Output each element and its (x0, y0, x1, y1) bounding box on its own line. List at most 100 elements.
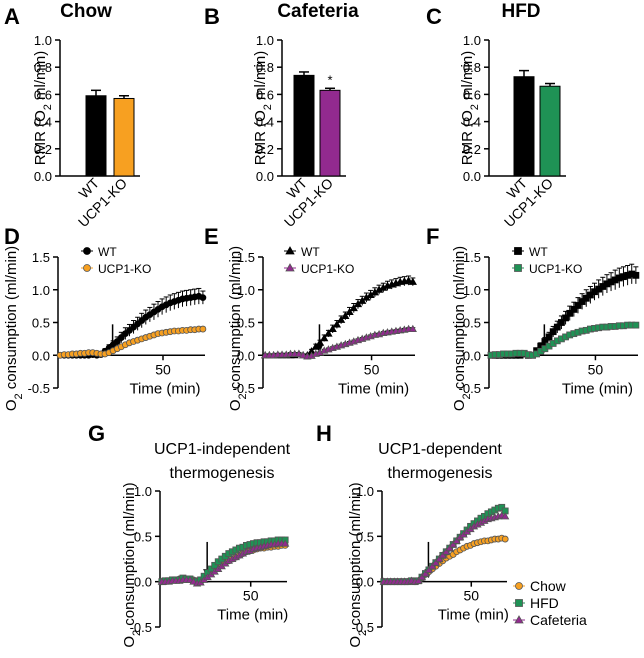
y-tick-label: 0.8 (463, 60, 481, 75)
data-point (574, 302, 582, 309)
data-point (501, 535, 509, 543)
y-axis-label: O2 consumption (ml/min) (227, 246, 249, 411)
y-label-main: O (451, 400, 468, 412)
series-WT (487, 263, 640, 359)
bar-WT (85, 95, 107, 177)
x-tick-label: 50 (364, 361, 380, 377)
data-point (562, 314, 569, 322)
legend-label: UCP1-KO (301, 262, 354, 276)
panel-title: HFD (501, 1, 540, 22)
data-point (553, 323, 561, 331)
panel-title-line2: thermogenesis (388, 465, 493, 482)
y-tick-label: 0.2 (256, 142, 274, 157)
legend-label: Chow (530, 578, 567, 594)
y-tick-label: 1.0 (463, 283, 481, 298)
y-axis-label: RMR (O2 ml/min) (252, 51, 274, 165)
panel-letter-H: H (316, 421, 332, 446)
legend-marker (83, 247, 91, 255)
data-point (281, 539, 290, 547)
data-point (566, 309, 574, 317)
y-tick-label: 0.0 (34, 169, 52, 184)
x-axis-label: Time (min) (562, 380, 633, 397)
line-panel-D: D -0.5 0.0 0.5 1.0 1.5 50 Time (min) O2 consumpt… (3, 224, 207, 411)
series-WT (56, 287, 207, 359)
data-point (452, 536, 461, 544)
data-point (431, 558, 440, 566)
x-tick-label: 50 (155, 361, 171, 377)
y-label-main: O (121, 636, 138, 648)
y-tick-label: 0.8 (256, 60, 274, 75)
category-label: UCP1-KO (501, 175, 556, 230)
y-tick-label: 0.0 (463, 348, 481, 363)
y-tick-label: 0.4 (256, 115, 274, 130)
y-tick-label: 1.0 (32, 283, 50, 298)
bar-panel-B: B Cafeteria0.00.20.40.60.81.0WT*UCP1-KORM… (204, 1, 359, 230)
y-label-end: ml/min) (32, 51, 49, 104)
data-point (442, 547, 451, 555)
panel-title-line1: UCP1-independent (154, 441, 291, 458)
y-tick-label: 0.6 (34, 87, 52, 102)
y-label-subscript: 2 (357, 630, 369, 636)
x-tick-label: 50 (243, 588, 259, 604)
y-axis-label: RMR (O2 ml/min) (32, 51, 54, 165)
legend-label: UCP1-KO (98, 262, 151, 276)
y-tick-label: 0.5 (463, 316, 481, 331)
data-point (498, 503, 506, 511)
x-axis-label: Time (min) (129, 380, 200, 397)
data-point (501, 512, 510, 520)
data-point (199, 325, 207, 333)
data-point (428, 561, 437, 570)
line-panel-H: H UCP1-dependent thermogenesis -0.5 0.0 0.5 1.… (316, 421, 587, 648)
x-tick-label: 50 (463, 588, 479, 604)
data-point (117, 334, 125, 341)
y-label-main: O (347, 636, 364, 648)
series-HFD (380, 503, 509, 586)
y-label-end: consumption (ml/min) (227, 246, 244, 394)
data-point (421, 569, 430, 577)
y-axis-label: O2 consumption (ml/min) (3, 246, 25, 411)
data-point (311, 342, 320, 350)
y-tick-label: -0.5 (352, 620, 374, 635)
y-label-main: O (227, 400, 244, 412)
data-point (349, 303, 358, 312)
panel-letter-G: G (88, 421, 105, 446)
x-axis-label: Time (min) (338, 380, 409, 397)
y-axis-label: O2 consumption (ml/min) (451, 246, 473, 411)
legend-marker (515, 599, 523, 607)
panel-title: Chow (60, 1, 112, 22)
y-label-subscript: 2 (262, 104, 274, 110)
data-point (632, 321, 640, 329)
y-label-main: RMR (O (32, 110, 49, 165)
y-tick-label: 0.8 (34, 60, 52, 75)
y-tick-label: 0.0 (256, 169, 274, 184)
y-tick-label: 0.0 (32, 348, 50, 363)
data-point (438, 551, 447, 559)
data-point (328, 324, 337, 333)
y-tick-label: 0.0 (356, 575, 374, 590)
significance-marker: * (327, 72, 332, 87)
category-label: UCP1-KO (281, 175, 336, 230)
y-tick-label: 1.0 (463, 33, 481, 48)
data-point (414, 576, 423, 584)
y-tick-label: 0.4 (463, 115, 481, 130)
y-tick-label: 0.5 (134, 529, 152, 544)
line-panel-F: F -0.5 0.0 0.5 1.0 1.5 50 Time (min) O2 consumpt… (426, 224, 640, 411)
y-axis-label: RMR (O2 ml/min) (459, 51, 481, 165)
data-point (341, 311, 350, 319)
series-Cafeteria (157, 539, 290, 587)
series-UCP1-KO (56, 325, 207, 359)
panel-letter-F: F (426, 224, 439, 249)
data-point (320, 333, 329, 342)
panel-letter-A: A (4, 4, 20, 29)
legend: WT UCP1-KO (284, 245, 354, 276)
data-point (417, 572, 427, 581)
data-point (199, 294, 207, 302)
y-tick-label: 1.0 (256, 33, 274, 48)
y-label-subscript: 2 (461, 393, 473, 399)
data-point (408, 324, 417, 333)
y-tick-label: 0.6 (463, 87, 481, 102)
y-label-main: RMR (O (252, 110, 269, 165)
y-tick-label: 0.4 (34, 115, 52, 130)
